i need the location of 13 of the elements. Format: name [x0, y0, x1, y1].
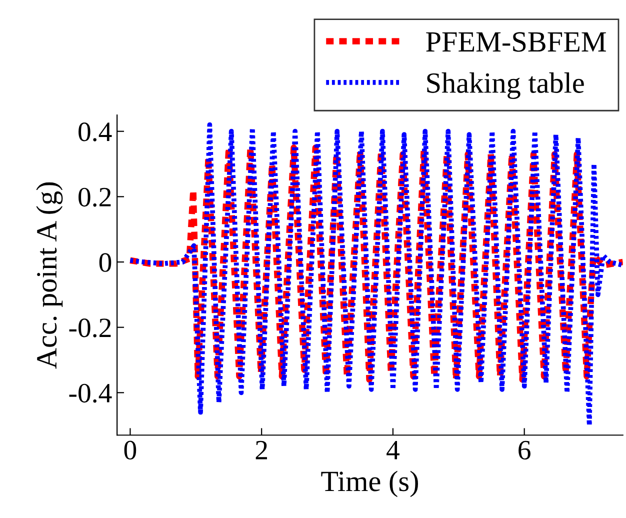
y-axis-title: Acc. point A (g): [36, 182, 63, 369]
x-tick-label: 6: [518, 440, 530, 460]
legend-label: PFEM-SBFEM: [426, 32, 606, 52]
y-tick-label: -0.2: [69, 318, 111, 338]
x-tick-label: 4: [386, 440, 400, 460]
y-tick-label: 0: [99, 253, 112, 272]
x-tick-label: 2: [256, 440, 267, 460]
y-tick-label: -0.4: [69, 384, 112, 403]
y-tick-label: 0.2: [78, 188, 111, 207]
legend-label: Shaking table: [427, 72, 584, 99]
x-axis-title: Time (s): [321, 470, 418, 498]
y-tick-label: 0.4: [78, 122, 112, 142]
x-tick-label: 0: [124, 440, 136, 460]
